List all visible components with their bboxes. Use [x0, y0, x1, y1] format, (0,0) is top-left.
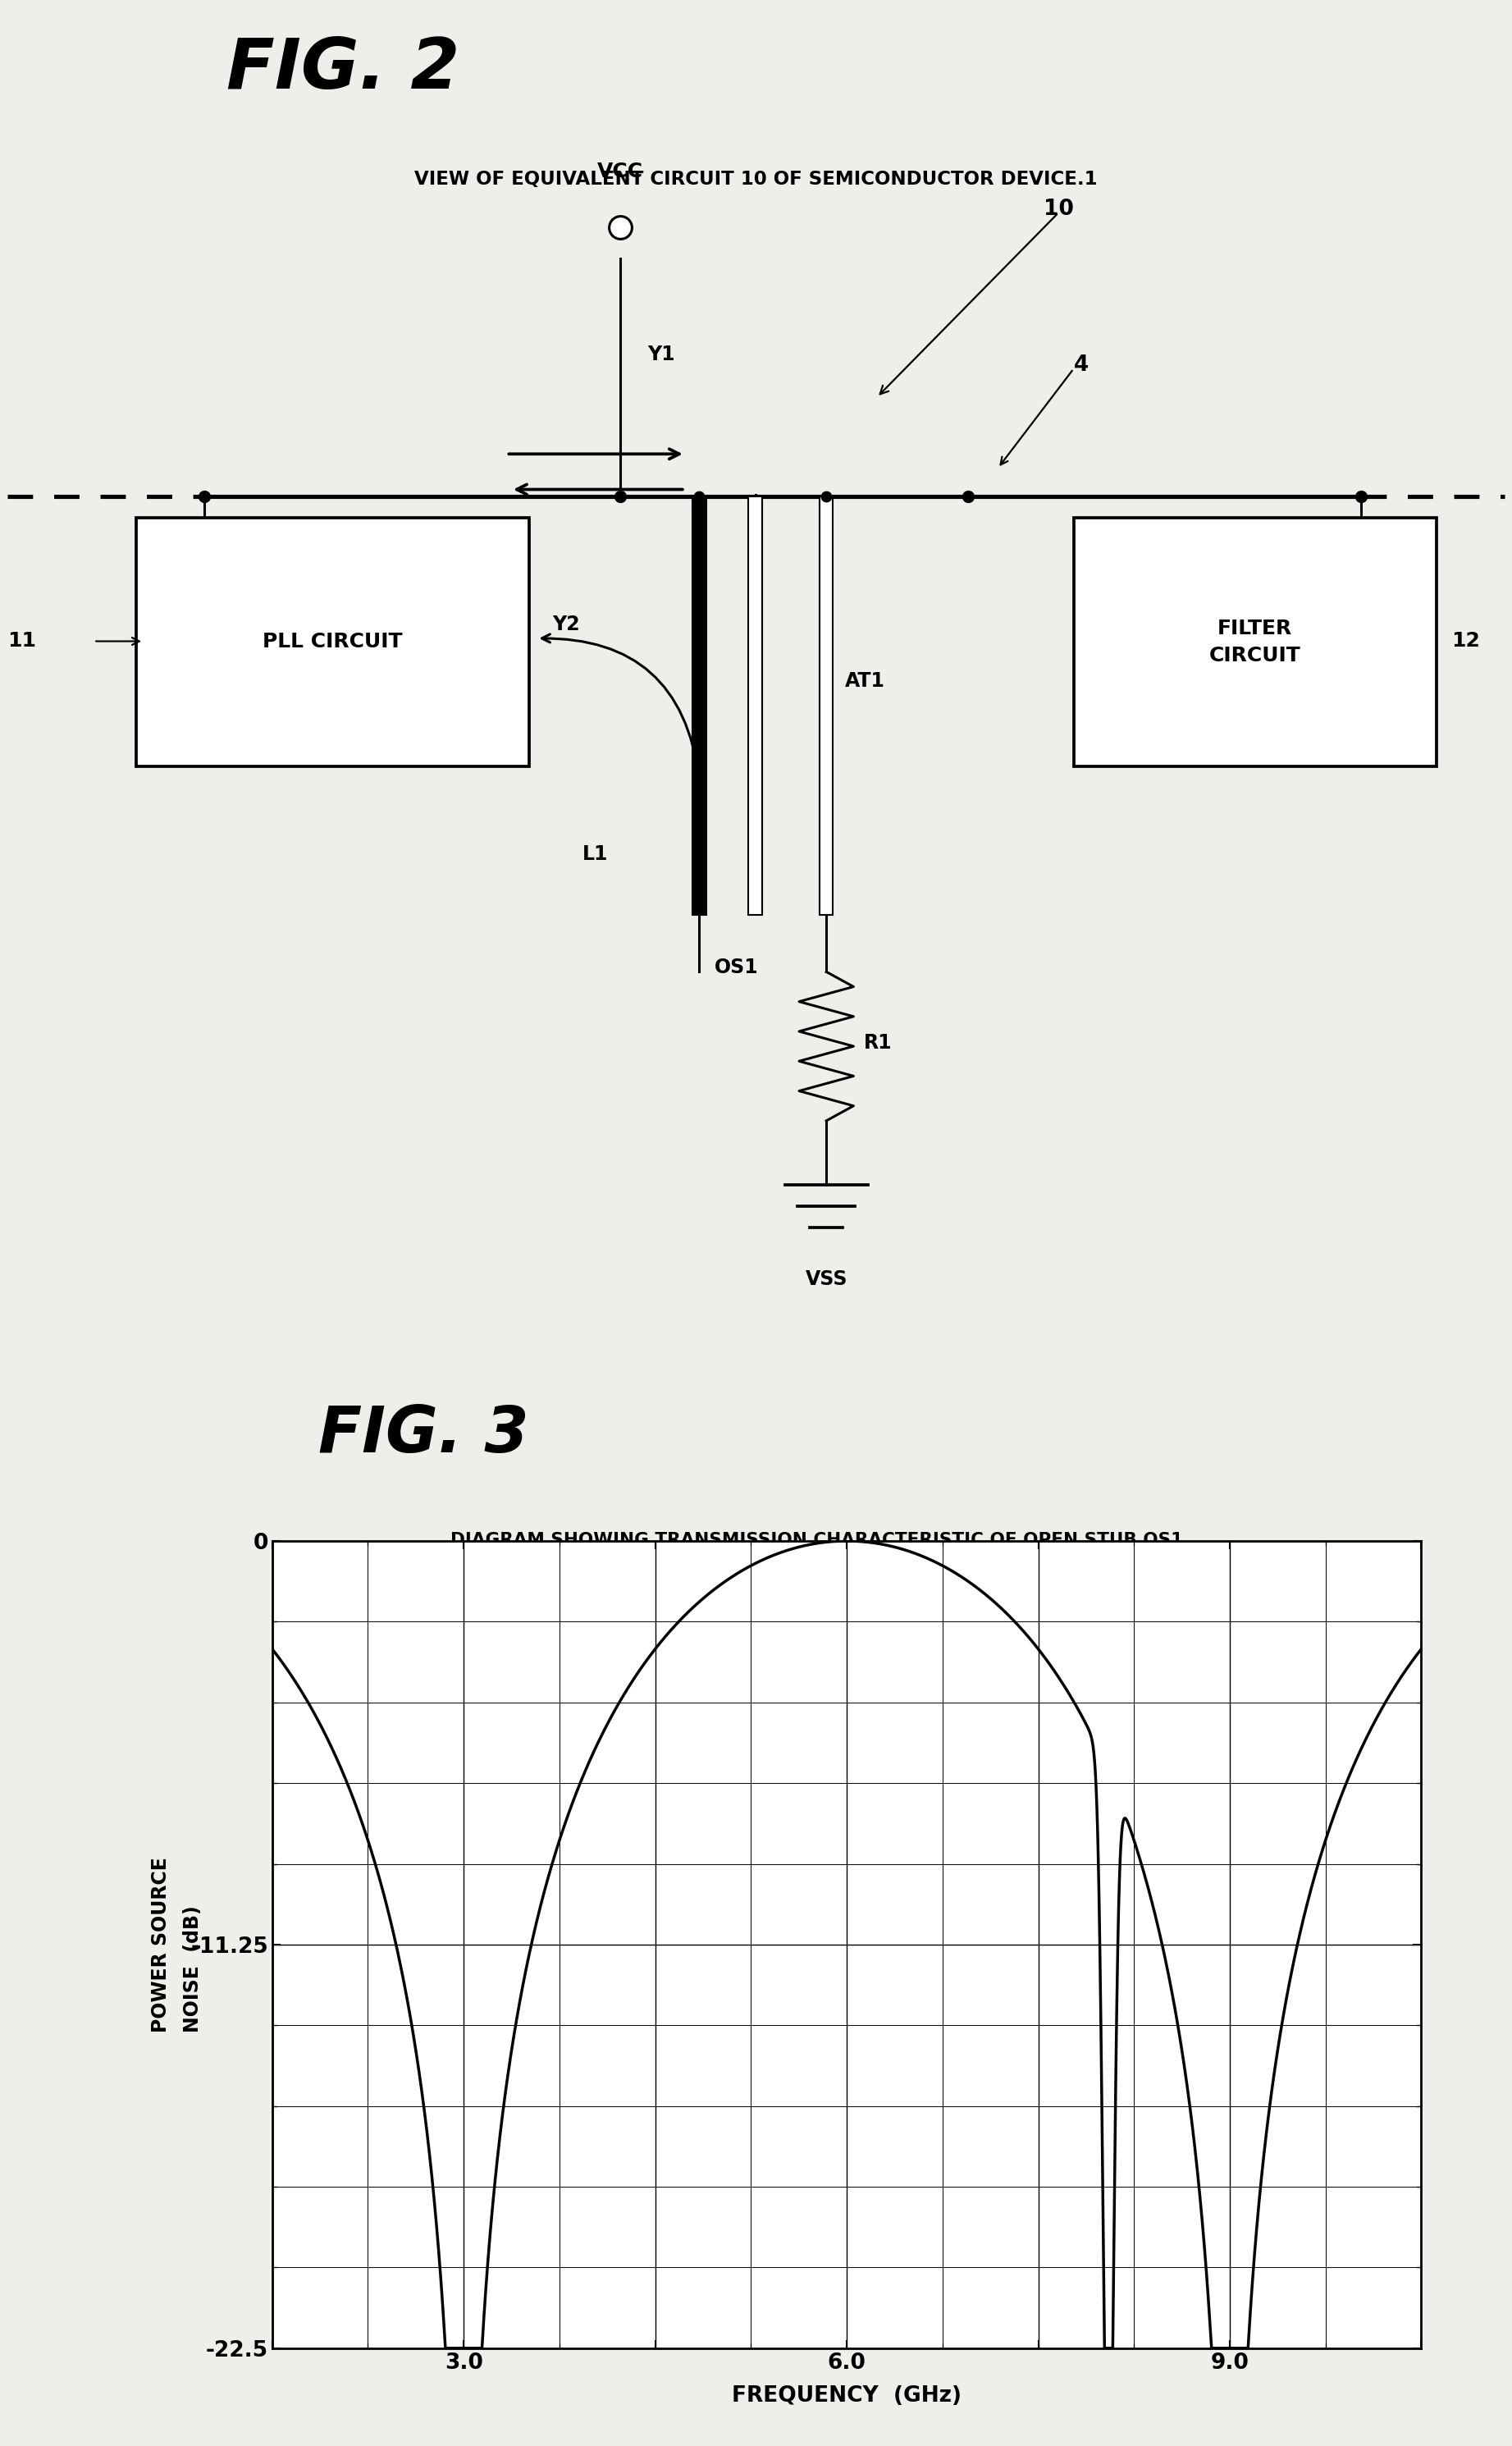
Bar	[136, 519, 529, 766]
Text: AT1: AT1	[845, 670, 886, 690]
Text: FIG. 3: FIG. 3	[318, 1404, 529, 1465]
Bar	[820, 497, 833, 915]
Text: DIAGRAM SHOWING TRANSMISSION CHARACTERISTIC OF OPEN STUB OS1: DIAGRAM SHOWING TRANSMISSION CHARACTERIS…	[451, 1531, 1182, 1548]
Y-axis label: POWER SOURCE
NOISE  (dB): POWER SOURCE NOISE (dB)	[151, 1857, 203, 2033]
Text: VIEW OF EQUIVALENT CIRCUIT 10 OF SEMICONDUCTOR DEVICE.1: VIEW OF EQUIVALENT CIRCUIT 10 OF SEMICON…	[414, 171, 1098, 188]
Text: Y1: Y1	[647, 345, 674, 364]
Text: 4: 4	[1074, 355, 1089, 377]
Text: R1: R1	[865, 1032, 892, 1052]
Text: 12: 12	[1452, 631, 1480, 651]
Bar	[748, 497, 762, 915]
Bar	[692, 497, 706, 915]
Text: PLL CIRCUIT: PLL CIRCUIT	[263, 631, 402, 651]
Text: VSS: VSS	[806, 1269, 847, 1289]
Text: L1: L1	[582, 844, 608, 863]
Text: OS1: OS1	[715, 956, 759, 978]
X-axis label: FREQUENCY  (GHz): FREQUENCY (GHz)	[732, 2385, 962, 2407]
Text: FILTER
CIRCUIT: FILTER CIRCUIT	[1210, 619, 1300, 665]
Text: Y2: Y2	[552, 614, 579, 634]
Text: FIG. 2: FIG. 2	[227, 34, 460, 103]
Text: 10: 10	[1043, 198, 1074, 220]
Bar	[1074, 519, 1436, 766]
Text: VCC: VCC	[597, 161, 643, 181]
Text: 11: 11	[8, 631, 36, 651]
